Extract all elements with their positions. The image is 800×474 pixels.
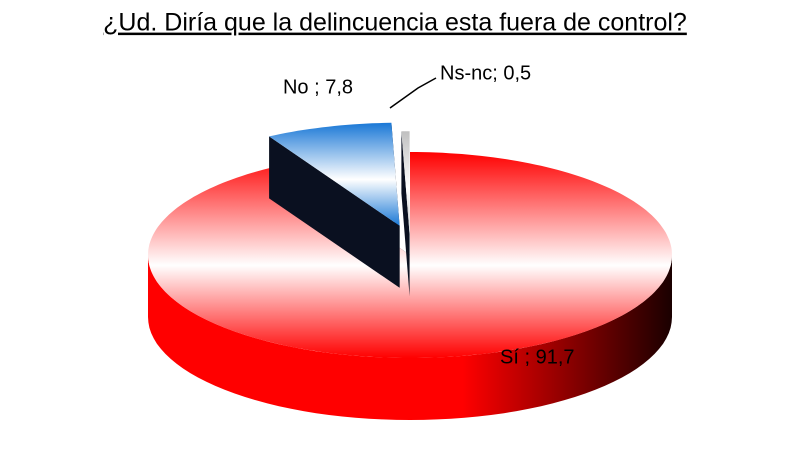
chart-title: ¿Ud. Diría que la delincuencia esta fuer… xyxy=(103,9,687,37)
data-label: Ns-nc; 0,5 xyxy=(440,62,531,84)
slice-side xyxy=(148,255,672,420)
slice-face xyxy=(401,131,410,297)
data-label: Sí ; 91,7 xyxy=(500,346,575,368)
leader-line xyxy=(389,77,437,109)
data-label: No ; 7,8 xyxy=(283,76,353,98)
slice-top xyxy=(401,131,410,235)
slice xyxy=(148,152,672,420)
slice xyxy=(401,131,410,297)
slice-top xyxy=(269,122,400,226)
slice-face xyxy=(269,136,400,288)
slice-top xyxy=(148,152,672,358)
slice xyxy=(269,122,400,288)
